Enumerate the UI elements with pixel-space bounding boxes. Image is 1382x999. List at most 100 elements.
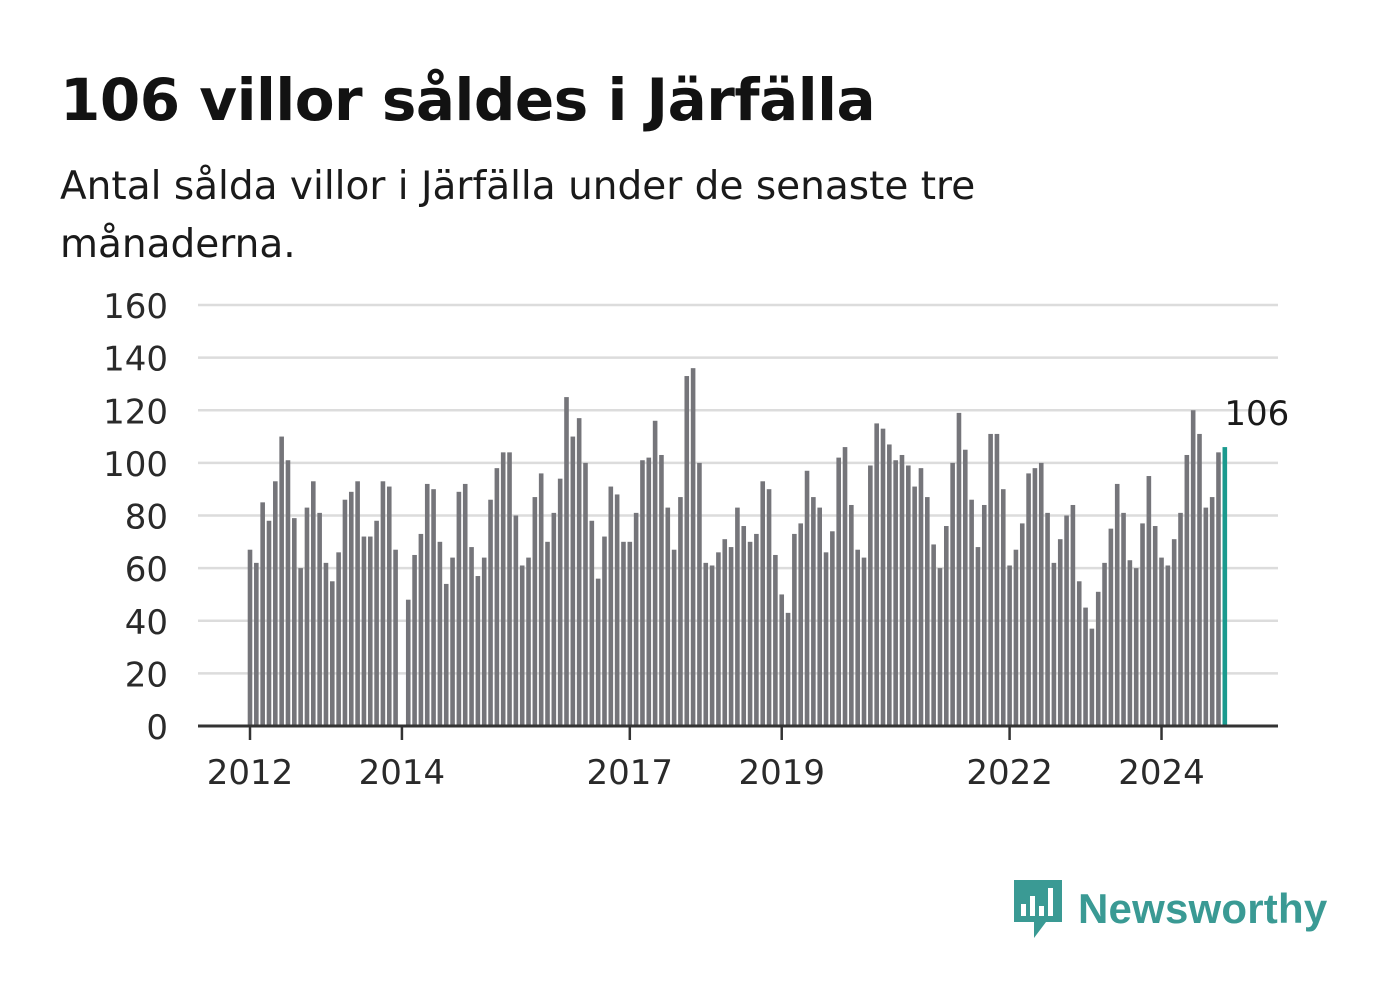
bar [254, 562, 259, 726]
newsworthy-logo-icon [1014, 880, 1062, 938]
bar [671, 549, 677, 726]
bar [988, 433, 993, 726]
x-tick-label: 2022 [966, 753, 1053, 793]
brand-name: Newsworthy [1078, 885, 1328, 932]
y-tick-label: 100 [103, 445, 168, 485]
bar [292, 518, 297, 726]
bar [1190, 410, 1196, 726]
bar [937, 568, 943, 726]
bar [1121, 512, 1126, 726]
chart-title: 106 villor såldes i Järfälla [60, 66, 876, 134]
bar [386, 486, 392, 726]
bar [912, 486, 917, 726]
bar [589, 520, 595, 726]
bar [868, 465, 873, 726]
bar [760, 481, 766, 726]
bar [931, 544, 936, 726]
bar [665, 507, 671, 726]
bar [646, 457, 652, 726]
bar [956, 412, 962, 726]
bar [304, 507, 310, 726]
bar [1038, 462, 1044, 726]
bar [475, 576, 481, 726]
bar [944, 526, 949, 726]
bar [817, 507, 822, 726]
chart-subtitle: Antal sålda villor i Järfälla under de s… [60, 164, 976, 267]
bar [861, 557, 867, 726]
bar [380, 481, 386, 726]
bar [405, 599, 411, 726]
bar [266, 520, 272, 726]
bar [507, 452, 512, 726]
bar [1108, 528, 1114, 726]
bar [1095, 591, 1101, 726]
bar [741, 526, 747, 726]
bar [804, 470, 810, 726]
bar [1140, 523, 1145, 726]
bar [488, 499, 493, 726]
bar [994, 433, 1000, 726]
bar [1076, 581, 1082, 726]
bar [342, 499, 348, 726]
bar [627, 541, 633, 726]
newsworthy-brand[interactable]: Newsworthy [1010, 878, 1327, 940]
y-tick-label: 160 [103, 287, 168, 327]
bar [1184, 454, 1190, 726]
bar [1178, 512, 1183, 726]
bar [830, 531, 835, 726]
bar [1051, 562, 1057, 726]
bar [1089, 628, 1095, 726]
bar [893, 460, 898, 726]
bar [298, 568, 303, 726]
y-tick-label: 120 [103, 392, 168, 432]
bar [969, 499, 974, 726]
bar [1127, 560, 1133, 726]
y-tick-label: 20 [125, 655, 168, 695]
bar [849, 504, 854, 726]
bar [443, 583, 449, 726]
bar [614, 494, 620, 726]
y-tick-label: 40 [125, 603, 168, 643]
bar [792, 533, 797, 726]
bar [557, 478, 563, 726]
bar [981, 504, 987, 726]
bar [697, 462, 702, 726]
bar [450, 557, 455, 726]
bar [659, 454, 664, 726]
bar [526, 557, 531, 726]
bar [1083, 607, 1088, 726]
bar [1064, 515, 1069, 726]
bar [1216, 452, 1221, 726]
bar [633, 512, 639, 726]
bar [652, 420, 658, 726]
bar [754, 533, 759, 726]
bar [1165, 565, 1171, 726]
bar [532, 497, 538, 726]
bar [500, 452, 506, 726]
x-tick-label: 2014 [359, 753, 446, 793]
bar [1070, 504, 1076, 726]
y-tick-label: 60 [125, 550, 168, 590]
y-axis-ticks: 0 20 40 60 80 100 120 140 160 [103, 287, 168, 748]
bar [1203, 507, 1209, 726]
bar [361, 536, 367, 726]
bar [880, 428, 886, 726]
bar [260, 502, 265, 726]
bar [469, 547, 474, 726]
bar [602, 536, 607, 726]
bar [716, 552, 721, 726]
bar [640, 460, 645, 726]
bar [348, 491, 354, 726]
bar [785, 612, 791, 726]
bar [779, 594, 785, 726]
y-tick-label: 0 [146, 708, 168, 748]
bar [735, 507, 740, 726]
bar [1102, 562, 1107, 726]
bar [684, 376, 690, 726]
bar [1013, 549, 1019, 726]
bar [747, 541, 753, 726]
bar [975, 547, 981, 726]
bar [355, 481, 360, 726]
bar [798, 523, 804, 726]
bar [773, 554, 778, 726]
